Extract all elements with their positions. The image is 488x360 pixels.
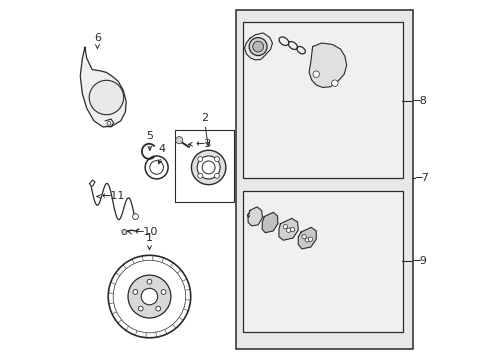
Circle shape — [202, 161, 215, 174]
Polygon shape — [298, 227, 316, 249]
Circle shape — [175, 136, 183, 144]
Polygon shape — [80, 47, 126, 127]
Circle shape — [156, 306, 160, 311]
Circle shape — [283, 225, 287, 229]
Circle shape — [197, 156, 220, 179]
Text: 2: 2 — [201, 113, 207, 123]
Polygon shape — [262, 212, 277, 233]
Circle shape — [141, 288, 158, 305]
Circle shape — [161, 289, 165, 294]
Circle shape — [249, 38, 266, 55]
Text: 5: 5 — [146, 131, 153, 140]
Circle shape — [308, 237, 312, 241]
Circle shape — [214, 173, 219, 178]
Bar — [235, 10, 412, 348]
Text: ←3: ←3 — [195, 139, 211, 149]
Text: ←11: ←11 — [101, 192, 124, 202]
Text: ─9: ─9 — [412, 256, 426, 266]
Circle shape — [122, 229, 126, 234]
Circle shape — [89, 80, 123, 115]
Circle shape — [107, 122, 110, 125]
Circle shape — [252, 41, 263, 52]
Circle shape — [286, 228, 290, 232]
Text: ←10: ←10 — [134, 227, 158, 237]
Text: ─7: ─7 — [414, 173, 428, 183]
Polygon shape — [278, 219, 298, 240]
Circle shape — [132, 214, 138, 220]
Circle shape — [147, 279, 152, 284]
Text: 6: 6 — [94, 33, 101, 42]
Circle shape — [305, 238, 309, 242]
Circle shape — [133, 289, 138, 294]
Circle shape — [197, 173, 203, 178]
Circle shape — [138, 306, 143, 311]
Circle shape — [191, 150, 225, 185]
Circle shape — [128, 275, 171, 318]
Bar — [243, 22, 402, 178]
Circle shape — [301, 234, 305, 239]
Circle shape — [312, 71, 319, 77]
Circle shape — [290, 227, 294, 231]
Polygon shape — [308, 43, 346, 87]
Text: 1: 1 — [146, 233, 153, 243]
Circle shape — [197, 157, 203, 162]
Bar — [243, 191, 402, 332]
Text: ─8: ─8 — [412, 96, 426, 106]
Polygon shape — [244, 33, 272, 60]
Text: 4: 4 — [158, 144, 165, 154]
Bar — [174, 130, 233, 202]
Polygon shape — [247, 207, 262, 226]
Circle shape — [214, 157, 219, 162]
Circle shape — [331, 80, 337, 86]
Circle shape — [108, 255, 190, 338]
